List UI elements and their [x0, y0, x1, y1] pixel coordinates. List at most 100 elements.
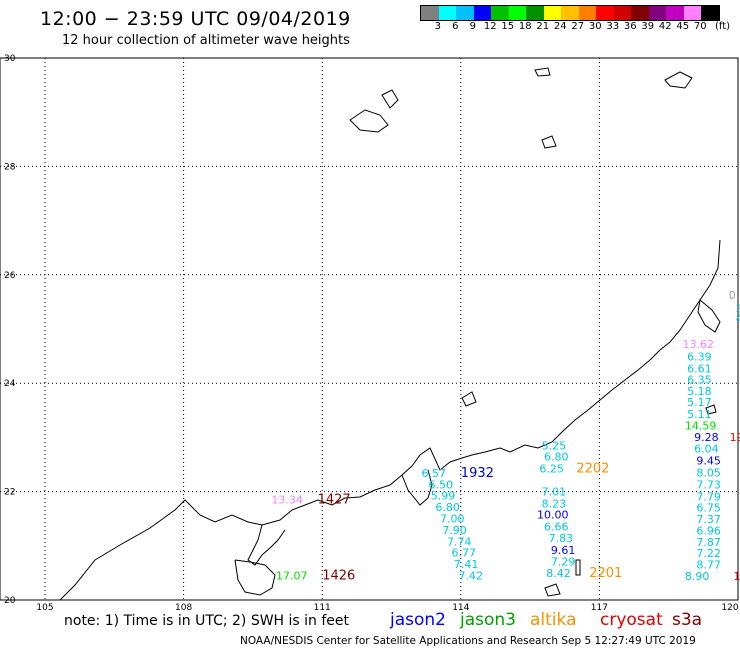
wave-height-label: 6.25	[539, 463, 564, 476]
island-north-4	[534, 67, 551, 77]
scale-label: 24	[553, 21, 567, 32]
wave-height-label: 5.99	[431, 490, 456, 503]
wave-height-label: 9.45	[696, 455, 721, 468]
wave-height-label: 6.35	[687, 374, 712, 387]
scale-label: 36	[623, 21, 637, 32]
longitude-label: 105	[36, 603, 53, 613]
latitude-label: 20	[4, 596, 16, 606]
pass-time-label: 2202	[576, 462, 609, 477]
footer-note: note: 1) Time is in UTC; 2) SWH is in fe…	[64, 613, 350, 629]
longitude-label: 108	[175, 603, 192, 613]
wave-height-label: 6.80	[435, 501, 460, 514]
wave-height-label: 7.01	[542, 485, 567, 498]
wave-height-label: 1	[733, 570, 740, 583]
wave-height-label: 14.59	[685, 419, 717, 432]
scale-swatch	[578, 6, 596, 20]
latitude-label: 22	[4, 488, 15, 498]
wave-height-label: 6.50	[428, 478, 453, 491]
island-north-2	[381, 89, 399, 109]
wave-height-label: 3.	[736, 303, 740, 316]
scale-unit: (ft)	[715, 21, 731, 32]
scale-swatch	[526, 6, 544, 20]
scale-label: 27	[571, 21, 585, 32]
wave-height-label: 4	[736, 312, 740, 325]
legend-s3a: s3a	[672, 610, 703, 630]
wave-height-label: 7.87	[696, 536, 721, 549]
wave-height-label: 19	[730, 431, 740, 444]
island-south-1	[575, 559, 581, 576]
wave-height-label: 7.83	[549, 532, 574, 545]
coastline-pearl-river	[401, 469, 433, 506]
map-title: 12:00 − 23:59 UTC 09/04/2019	[40, 8, 351, 30]
color-scale	[420, 5, 720, 21]
wave-height-label: 7.79	[696, 490, 721, 503]
legend-altika: altika	[530, 610, 577, 630]
wave-height-label: 7.37	[696, 513, 721, 526]
wave-height-label: 5.17	[687, 396, 712, 409]
scale-swatch	[491, 6, 509, 20]
scale-swatch	[421, 6, 439, 20]
scale-swatch	[543, 6, 561, 20]
legend-jason3: jason3	[460, 610, 516, 630]
scale-swatch	[631, 6, 649, 20]
scale-label: 12	[483, 21, 497, 32]
latitude-label: 28	[4, 162, 16, 172]
wave-height-label: 6.75	[696, 502, 721, 515]
longitude-label: 111	[314, 603, 331, 613]
wave-height-label: 7.00	[440, 512, 465, 525]
scale-label: 33	[606, 21, 620, 32]
wave-height-label: 6.80	[544, 451, 569, 464]
scale-swatch	[683, 6, 701, 20]
island-north-3	[664, 71, 693, 89]
island-north-5	[541, 135, 557, 149]
wave-height-label: 6.61	[687, 362, 712, 375]
wave-height-label: 8.77	[696, 559, 721, 572]
pass-time-label: 1426	[322, 568, 355, 583]
wave-height-label: 9.61	[551, 544, 576, 557]
scale-label: 45	[676, 21, 690, 32]
scale-swatch	[648, 6, 666, 20]
footer-credit: NOAA/NESDIS Center for Satellite Applica…	[240, 635, 696, 647]
longitude-label: 117	[591, 603, 608, 613]
scale-label: 6	[452, 21, 459, 32]
coastline-mainland	[59, 239, 721, 601]
scale-swatch	[701, 6, 719, 20]
wave-height-label: 7.74	[447, 535, 472, 548]
wave-height-label: 13.34	[271, 494, 303, 507]
wave-height-label: 5.18	[687, 385, 712, 398]
scale-label: 30	[588, 21, 602, 32]
wave-readings: 0.563.4 13.626.396.616.355.185.175.1114.5…	[271, 289, 740, 583]
pass-time-label: 2201	[589, 566, 622, 581]
island-mid-1	[461, 391, 477, 407]
scale-label: 18	[518, 21, 532, 32]
wave-height-label: 5.11	[687, 408, 712, 421]
scale-label: 15	[501, 21, 515, 32]
wave-height-label: 7.41	[454, 558, 479, 571]
scale-label: 9	[469, 21, 476, 32]
islands	[349, 67, 717, 597]
coastline	[59, 239, 721, 601]
wave-height-label: 8.90	[685, 570, 710, 583]
longitude-label: 120	[721, 603, 738, 613]
scale-label: 39	[641, 21, 655, 32]
latitude-label: 30	[4, 54, 16, 64]
scale-label: 3	[434, 21, 441, 32]
wave-height-label: 13.62	[683, 338, 715, 351]
scale-label: 21	[536, 21, 550, 32]
wave-height-label: 7.73	[696, 478, 721, 491]
scale-label: 70	[693, 21, 707, 32]
map-frame	[0, 57, 739, 601]
pass-time-label: 1427	[318, 493, 351, 508]
wave-height-label: 6.04	[694, 443, 719, 456]
coastline-taiwan-strait-islands	[697, 299, 721, 333]
wave-height-label: 6.77	[452, 547, 477, 560]
island-north-1	[349, 109, 389, 133]
axis-labels: 105 108 111 114 117 120 30 28 26 24 22 20	[4, 54, 739, 613]
scale-swatch	[666, 6, 684, 20]
coastline-hainan-island	[234, 559, 276, 596]
wave-height-label: 6.66	[544, 521, 569, 534]
coastline-leizhou-peninsula	[247, 524, 286, 566]
legend-cryosat: cryosat	[600, 610, 663, 630]
wave-height-label: 8.23	[542, 497, 567, 510]
